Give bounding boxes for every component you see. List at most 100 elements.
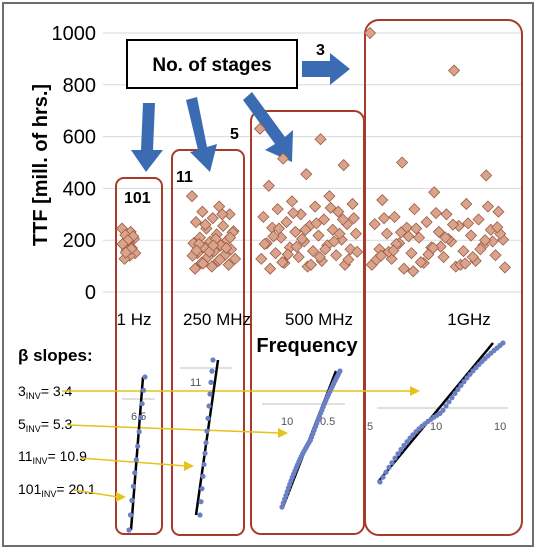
leader-head-3inv (410, 386, 420, 396)
inset-point-101INV-2 (129, 497, 135, 503)
marker-5-32 (330, 249, 343, 262)
stage-label-3: 3 (316, 42, 325, 59)
marker-11-26 (188, 262, 202, 275)
marker-5-52 (267, 230, 280, 243)
marker-3-6 (460, 197, 473, 211)
stages-legend-text: No. of stages (152, 55, 271, 76)
marker-3-63 (491, 221, 504, 234)
inset-point-11INV-3 (200, 473, 206, 479)
inset-point-3INV-6 (395, 451, 401, 457)
y-axis-ticks: 0 200 400 600 800 1000 (52, 23, 97, 304)
group-box-11 (171, 149, 245, 536)
marker-101-11 (127, 230, 140, 243)
marker-3-27 (457, 245, 470, 258)
weibull-insets: 5 10 10 10 0.5 11 6.5 (122, 340, 508, 533)
beta-slopes-title: β slopes: (18, 346, 93, 365)
marker-5-34 (255, 252, 268, 265)
marker-3-2 (396, 156, 409, 169)
inset-point-3INV-26 (455, 386, 461, 392)
inset-3-tick-5: 5 (367, 421, 373, 433)
inset-points (126, 340, 506, 533)
inset-point-3INV-22 (443, 403, 449, 409)
marker-3-58 (478, 234, 492, 247)
marker-3-30 (437, 250, 450, 264)
marker-5-50 (342, 253, 355, 266)
inset-point-11INV-6 (203, 440, 209, 446)
marker-11-35 (213, 253, 226, 266)
marker-5-13 (257, 210, 270, 223)
marker-3-59 (427, 241, 440, 255)
marker-3-53 (466, 250, 479, 264)
marker-3-0 (363, 26, 377, 40)
inset-point-11INV-0 (197, 512, 203, 518)
inset-point-101INV-4 (132, 470, 138, 476)
arrow-to-5 (243, 92, 293, 162)
inset-point-3INV-31 (470, 368, 476, 374)
marker-5-31 (269, 247, 282, 260)
marker-3-36 (397, 262, 410, 275)
marker-3-19 (464, 229, 478, 242)
arrow-to-101 (131, 103, 163, 172)
marker-3-60 (375, 249, 388, 262)
inset-point-3INV-2 (383, 469, 389, 475)
scatter-markers (115, 26, 511, 278)
x-tick-1hz: 1 Hz (117, 310, 152, 329)
marker-11-25 (205, 260, 218, 273)
marker-5-3 (337, 159, 350, 172)
inset-point-3INV-8 (401, 442, 407, 449)
marker-3-55 (498, 261, 511, 274)
marker-5-51 (304, 258, 317, 271)
marker-5-42 (347, 212, 360, 225)
marker-5-1 (314, 133, 327, 146)
marker-101-10 (118, 252, 131, 265)
marker-11-38 (207, 239, 220, 252)
marker-5-9 (309, 200, 322, 213)
beta-label-5inv: 5INV= 5.3 (18, 416, 73, 434)
marker-3-9 (440, 208, 453, 221)
marker-11-37 (224, 231, 237, 244)
marker-11-6 (217, 219, 230, 233)
marker-3-51 (434, 240, 447, 253)
marker-11-0 (185, 190, 199, 203)
inset-point-3INV-1 (380, 474, 386, 480)
inset-point-3INV-27 (458, 382, 464, 388)
marker-101-13 (116, 238, 129, 251)
marker-3-61 (459, 257, 472, 270)
marker-5-43 (310, 217, 323, 230)
marker-5-6 (323, 190, 336, 203)
marker-3-29 (489, 249, 502, 262)
inset-3-tick-10a: 10 (430, 421, 442, 433)
marker-3-39 (377, 212, 391, 225)
inset-point-101INV-0 (126, 527, 132, 533)
marker-5-4 (300, 168, 313, 181)
marker-3-12 (420, 216, 433, 229)
marker-5-46 (296, 232, 309, 245)
marker-5-53 (328, 235, 341, 248)
marker-3-40 (462, 217, 475, 230)
inset-point-101INV-11 (142, 374, 148, 380)
stage-label-11: 11 (176, 169, 193, 186)
x-tick-250mhz: 250 MHz (183, 310, 251, 329)
x-tick-500mhz: 500 MHz (285, 310, 353, 329)
inset-point-3INV-4 (389, 460, 395, 466)
marker-5-20 (289, 225, 302, 238)
inset-point-3INV-23 (446, 399, 452, 405)
marker-5-39 (264, 262, 277, 275)
marker-11-39 (190, 244, 203, 257)
inset-point-5INV-45 (337, 368, 343, 374)
marker-3-41 (410, 222, 423, 235)
arrow-to-11 (186, 97, 217, 172)
inset-point-11INV-5 (202, 450, 208, 456)
beta-label-3inv: 3INV= 3.4 (18, 383, 73, 401)
inset-point-3INV-28 (461, 379, 467, 385)
inset-11-tick-11: 11 (190, 377, 201, 389)
y-axis-label: TTF [mill. of hrs.] (30, 84, 52, 246)
marker-5-40 (324, 201, 337, 214)
marker-3-10 (388, 210, 401, 223)
marker-3-13 (368, 218, 381, 231)
marker-11-4 (206, 212, 219, 225)
leader-lines (62, 386, 420, 502)
stage-label-101: 101 (124, 190, 151, 207)
stages-legend-box (126, 39, 298, 89)
